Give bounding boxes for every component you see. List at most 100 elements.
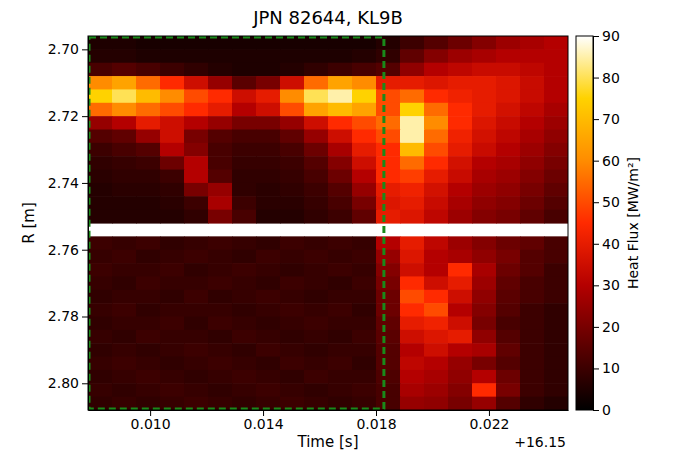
heat-cell <box>520 397 545 410</box>
heat-cell <box>328 196 353 210</box>
heat-cell <box>496 330 521 344</box>
heat-cell <box>304 170 329 184</box>
heat-cell <box>232 290 257 304</box>
heat-cell <box>448 276 473 290</box>
heat-cell <box>400 143 425 157</box>
heat-cell <box>256 263 281 277</box>
heat-cell <box>88 357 113 371</box>
heat-cell <box>112 143 137 157</box>
heat-cell <box>352 49 377 63</box>
heat-cell <box>184 170 209 184</box>
heat-cell <box>376 250 401 264</box>
heat-cell <box>472 170 497 184</box>
heat-cell <box>160 196 185 210</box>
heat-cell <box>256 103 281 117</box>
heat-cell <box>448 196 473 210</box>
heat-cell <box>304 196 329 210</box>
heat-cell <box>520 130 545 144</box>
heat-cell <box>376 276 401 290</box>
heat-cell <box>400 250 425 264</box>
tick-label: 2.76 <box>48 242 79 258</box>
tick: 0 <box>593 402 611 418</box>
heat-cell <box>88 263 113 277</box>
heat-cell <box>184 370 209 384</box>
heat-cell <box>544 36 568 50</box>
heat-cell <box>496 397 521 410</box>
heat-cell <box>424 156 449 170</box>
heat-cell <box>88 290 113 304</box>
heat-cell <box>472 383 497 397</box>
heat-cell <box>208 196 233 210</box>
heat-cell <box>496 63 521 77</box>
heat-cell <box>280 290 305 304</box>
heat-cell <box>376 357 401 371</box>
heat-cell <box>424 196 449 210</box>
heat-cell <box>304 343 329 357</box>
heat-cell <box>544 170 568 184</box>
heat-cell <box>160 290 185 304</box>
heat-cell <box>448 36 473 50</box>
heat-cell <box>520 103 545 117</box>
heat-cell <box>136 303 161 317</box>
tick-label: 40 <box>602 236 620 252</box>
heat-cell <box>160 156 185 170</box>
heat-cell <box>88 170 113 184</box>
heat-cell <box>424 357 449 371</box>
heat-cell <box>520 303 545 317</box>
heat-cell <box>472 303 497 317</box>
heat-cell <box>472 76 497 90</box>
heat-cell <box>544 263 568 277</box>
heat-cell <box>136 89 161 103</box>
heat-cell <box>448 397 473 410</box>
chart: 0.0100.0140.0180.0222.702.722.742.762.78… <box>0 0 675 458</box>
heat-cell <box>424 330 449 344</box>
heat-cell <box>520 317 545 331</box>
heat-cell <box>112 170 137 184</box>
heat-cell <box>472 317 497 331</box>
heat-cell <box>208 130 233 144</box>
heat-cell <box>352 116 377 130</box>
tick: 20 <box>593 319 620 335</box>
heat-cell <box>376 236 401 250</box>
heat-cell <box>160 210 185 224</box>
heat-cell <box>136 250 161 264</box>
heat-cell <box>400 210 425 224</box>
heat-cell <box>448 343 473 357</box>
heat-cell <box>376 156 401 170</box>
heat-cell <box>208 303 233 317</box>
heat-cell <box>496 263 521 277</box>
heat-cell <box>400 317 425 331</box>
heat-cell <box>232 130 257 144</box>
heat-cell <box>472 263 497 277</box>
heat-cell <box>280 250 305 264</box>
heat-cell <box>256 196 281 210</box>
heat-cell <box>280 116 305 130</box>
heat-cell <box>376 170 401 184</box>
heat-cell <box>472 103 497 117</box>
heat-cell <box>352 143 377 157</box>
heat-cell <box>136 317 161 331</box>
heat-cell <box>328 290 353 304</box>
heat-cell <box>112 370 137 384</box>
heat-cell <box>232 343 257 357</box>
heat-cell <box>112 49 137 63</box>
heat-cell <box>184 143 209 157</box>
heat-cell <box>112 276 137 290</box>
heat-cell <box>184 290 209 304</box>
heat-cell <box>280 263 305 277</box>
tick: 2.70 <box>48 41 88 57</box>
heat-cell <box>184 196 209 210</box>
heat-cell <box>352 303 377 317</box>
heat-cell <box>112 357 137 371</box>
heat-cell <box>448 170 473 184</box>
heat-cell <box>160 49 185 63</box>
heat-cell <box>544 156 568 170</box>
heat-cell <box>544 236 568 250</box>
heat-cell <box>136 236 161 250</box>
heat-cell <box>496 89 521 103</box>
heat-cell <box>472 89 497 103</box>
heat-cell <box>232 170 257 184</box>
tick-mark <box>82 49 88 50</box>
heat-cell <box>520 263 545 277</box>
heat-cell <box>472 116 497 130</box>
